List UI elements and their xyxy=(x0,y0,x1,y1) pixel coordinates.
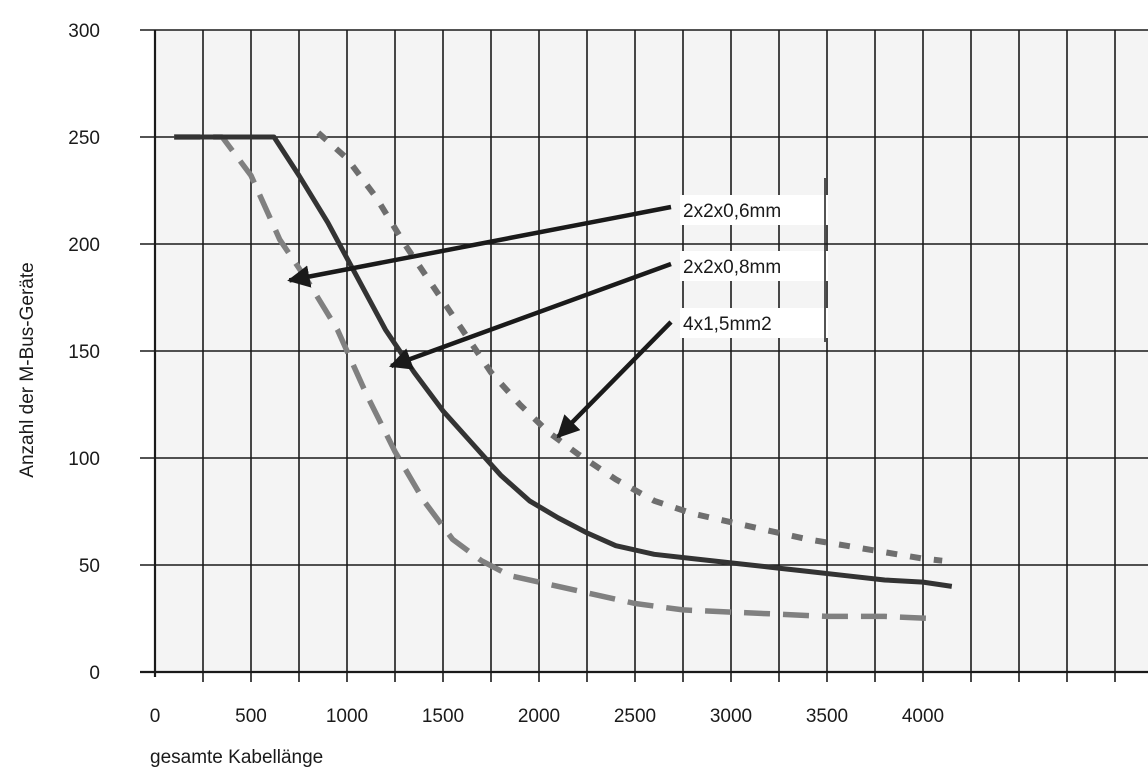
x-tick-label: 1500 xyxy=(422,706,464,727)
annotations: 2x2x0,6mm 2x2x0,8mm 4x1,5mm2 xyxy=(287,178,828,439)
annotation-label-background xyxy=(680,251,828,281)
annotation-arrow xyxy=(556,320,673,439)
y-tick-label: 100 xyxy=(68,449,100,470)
x-tick-label: 3500 xyxy=(806,706,848,727)
grid xyxy=(140,29,1148,672)
x-tick-label: 1000 xyxy=(326,706,368,727)
x-tick-label: 2000 xyxy=(518,706,560,727)
annotation-label: 2x2x0,6mm xyxy=(683,201,781,222)
y-tick-label: 300 xyxy=(68,21,100,42)
annotation-arrow xyxy=(389,261,672,370)
series-line-1 xyxy=(174,134,933,622)
y-axis-title: Anzahl der M-Bus-Geräte xyxy=(17,262,38,477)
y-tick-label: 150 xyxy=(68,342,100,363)
x-tick-label: 2500 xyxy=(614,706,656,727)
x-tick-label: 0 xyxy=(150,706,161,727)
x-axis-title: gesamte Kabellänge xyxy=(150,747,323,768)
y-tick-labels: 0 50 100 150 200 250 300 xyxy=(68,21,100,684)
annotation-arrow xyxy=(287,204,672,288)
y-tick-label: 200 xyxy=(68,235,100,256)
annotation-label-background xyxy=(680,195,828,225)
annotation-label: 2x2x0,8mm xyxy=(683,257,781,278)
series-line-2 xyxy=(174,134,953,589)
series-line-3 xyxy=(316,130,943,564)
axes xyxy=(140,30,1148,682)
x-tick-label: 3000 xyxy=(710,706,752,727)
annotation-label-background xyxy=(680,308,828,338)
x-tick-labels: 0 500 1000 1500 2000 2500 3000 3500 4000 xyxy=(150,706,944,727)
annotation-label: 4x1,5mm2 xyxy=(683,314,772,335)
x-tick-label: 4000 xyxy=(902,706,944,727)
y-tick-label: 250 xyxy=(68,128,100,149)
series-lines xyxy=(174,130,953,622)
x-tick-label: 500 xyxy=(235,706,267,727)
y-tick-label: 50 xyxy=(79,556,100,577)
y-tick-label: 0 xyxy=(89,663,100,684)
